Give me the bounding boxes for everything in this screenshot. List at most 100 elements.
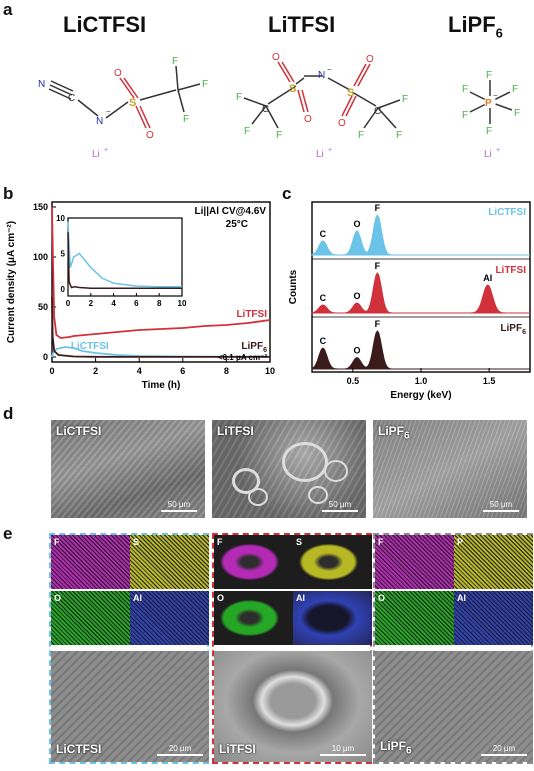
- svg-text:F: F: [512, 84, 518, 95]
- svg-text:S: S: [347, 87, 354, 99]
- eds-sem-image: LiTFSI 10 μm: [214, 651, 372, 762]
- svg-text:−: −: [493, 91, 498, 100]
- eds-map-al: Al: [130, 591, 209, 645]
- plot-frame: [311, 201, 531, 373]
- x-axis-label: Energy (keV): [390, 390, 451, 401]
- peak-label-al: Al: [483, 273, 492, 283]
- sem-image-litfsi: LiTFSI 50 μm: [212, 420, 366, 518]
- peak-label-c: C: [320, 293, 327, 303]
- svg-text:F: F: [358, 130, 364, 141]
- y-tick-label: 100: [33, 252, 48, 262]
- y-tick-label: 150: [33, 202, 48, 212]
- svg-text:Li: Li: [92, 149, 100, 160]
- series-label-litfsi: LiTFSI: [236, 309, 267, 320]
- series-label-lipf6: LiPF6: [241, 341, 267, 354]
- subscript: 6: [263, 347, 267, 354]
- svg-text:F: F: [202, 79, 208, 90]
- x-tick-label: 6: [180, 366, 185, 376]
- svg-text:Li: Li: [484, 149, 492, 160]
- svg-text:F: F: [172, 56, 178, 67]
- series-label-litfsi: LiTFSI: [495, 265, 526, 276]
- scale-bar: 10 μm: [320, 744, 366, 756]
- sem-image-lictfsi: LiCTFSI 50 μm: [51, 420, 205, 518]
- y-axis-label: Current density (μA cm⁻²): [6, 221, 17, 343]
- eds-map-element-label: F: [378, 537, 384, 547]
- svg-text:−: −: [327, 65, 332, 74]
- inset-x-tick-label: 2: [89, 299, 94, 308]
- svg-text:F: F: [236, 92, 242, 103]
- eds-map-s: S: [130, 535, 209, 589]
- sem-label: LiCTFSI: [56, 424, 102, 438]
- x-tick-label: 1.5: [483, 376, 496, 386]
- series-line-litfsi: [51, 206, 271, 339]
- svg-text:N: N: [318, 70, 325, 81]
- eds-map-element-label: Al: [457, 593, 466, 603]
- eds-sem-image: LiCTFSI 20 μm: [51, 651, 209, 762]
- peak-label-f: F: [375, 319, 381, 329]
- x-axis-label: Time (h): [142, 380, 181, 391]
- spectrum-litfsi: [311, 272, 530, 314]
- salt-name-lipf6: LiPF6: [448, 12, 503, 41]
- panel-label-d: d: [3, 404, 14, 423]
- sem-label: LiTFSI: [217, 424, 254, 438]
- salt-name-litfsi: LiTFSI: [268, 12, 336, 37]
- subscript: 6: [522, 329, 526, 336]
- inset-series-lipf6: [67, 232, 182, 289]
- peak-label-c: C: [320, 229, 327, 239]
- scale-bar: 50 μm: [322, 500, 358, 512]
- svg-text:F: F: [486, 126, 492, 137]
- svg-text:F: F: [402, 94, 408, 105]
- sem-label: LiPF6: [378, 424, 410, 442]
- litfsi-structure: N − S S O O O O C C F F F F F F Li +: [236, 52, 408, 160]
- eds-map-element-label: P: [457, 537, 464, 547]
- svg-text:O: O: [338, 118, 346, 129]
- panel-label-c: c: [282, 184, 292, 203]
- inset-x-tick-label: 0: [66, 299, 71, 308]
- peak-label-f: F: [375, 203, 381, 213]
- eds-map-element-label: O: [217, 593, 225, 603]
- inset-x-tick-label: 6: [134, 299, 139, 308]
- eds-group-lipf: F P O Al LiPF6 20 μm: [373, 533, 533, 764]
- eds-group-label: LiTFSI: [219, 742, 256, 756]
- inset-y-tick-label: 0: [61, 285, 66, 294]
- svg-text:P: P: [485, 98, 492, 109]
- chart-title: Li||Al CV@4.6V: [195, 206, 267, 217]
- eds-map-f: F: [375, 535, 454, 589]
- peak-label-o: O: [353, 346, 360, 356]
- svg-text:O: O: [366, 54, 374, 65]
- svg-text:+: +: [496, 147, 500, 154]
- panel-label-b: b: [3, 184, 14, 203]
- eds-map-element-label: F: [217, 537, 223, 547]
- svg-text:C: C: [68, 93, 75, 104]
- eds-group-label: LiPF6: [380, 738, 412, 756]
- x-tick-label: 2: [93, 366, 98, 376]
- eds-map-element-label: Al: [133, 593, 142, 603]
- svg-text:F: F: [244, 126, 250, 137]
- svg-text:C: C: [374, 106, 381, 117]
- svg-text:S: S: [129, 97, 136, 109]
- annotation-threshold: <0.1 μA cm⁻²: [218, 353, 267, 362]
- inset-x-tick-label: 10: [178, 299, 187, 308]
- scale-bar: 50 μm: [161, 500, 197, 512]
- y-tick-label: 0: [43, 352, 48, 362]
- series-label-lictfsi: LiCTFSI: [71, 341, 109, 352]
- scale-bar: 20 μm: [157, 744, 203, 756]
- spectrum-lictfsi: [311, 214, 530, 256]
- x-tick-label: 10: [265, 366, 275, 376]
- svg-text:−: −: [106, 107, 111, 116]
- peak-label-f: F: [375, 261, 381, 271]
- inset-frame: [67, 217, 183, 297]
- y-tick-label: 50: [38, 302, 48, 312]
- svg-text:+: +: [104, 147, 108, 154]
- inset-x-tick-label: 8: [157, 299, 162, 308]
- eds-map-o: O: [214, 591, 293, 645]
- peak-label-o: O: [353, 219, 360, 229]
- svg-text:F: F: [276, 130, 282, 141]
- svg-text:O: O: [304, 114, 312, 125]
- x-tick-label: 1.0: [415, 376, 428, 386]
- eds-map-element-label: S: [296, 537, 303, 547]
- eds-map-al: Al: [293, 591, 372, 645]
- y-axis-label: Counts: [288, 269, 299, 304]
- svg-text:F: F: [462, 110, 468, 121]
